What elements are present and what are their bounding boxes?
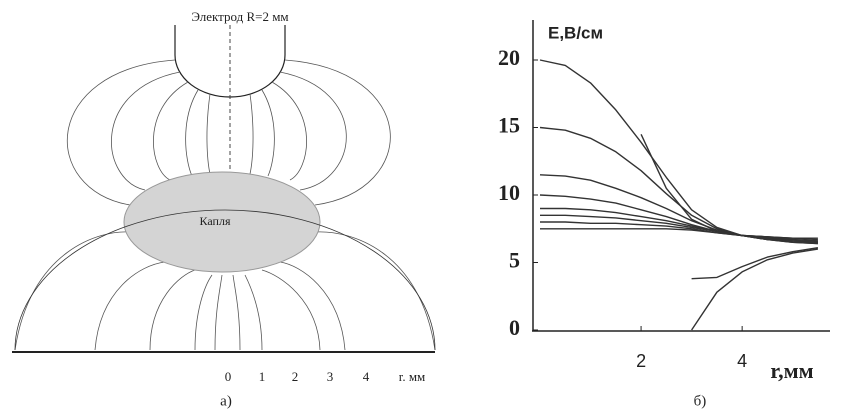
drop-label: Капля [200,214,231,228]
y-tick-label: 10 [498,180,520,205]
r-tick: 3 [327,369,334,384]
field-curve [540,195,818,242]
diagram-a: Электрод R=2 мм Капля 0 1 2 3 4 r. мм а) [12,9,435,409]
r-axis-label: r. мм [399,369,426,384]
x-tick-label: 2 [636,351,646,371]
y-tick-label: 15 [498,113,520,138]
caption: б) [694,393,707,409]
r-tick: 0 [225,369,232,384]
y-tick-label: 5 [509,248,520,273]
caption: а) [220,393,232,409]
r-tick: 1 [259,369,266,384]
y-tick-label: 0 [509,315,520,340]
field-curve [540,128,818,244]
x-tick-label: 4 [737,351,747,371]
field-curve [540,175,818,243]
y-tick-label: 20 [498,45,520,70]
y-axis-label: E,В/см [548,23,603,42]
field-curve [540,229,818,238]
x-axis-label: r,мм [770,358,813,383]
electrode-label: Электрод R=2 мм [191,9,288,24]
r-tick: 4 [363,369,370,384]
chart-b: E,В/см r,мм б) 0 5 10 15 20 2 4 [498,20,830,409]
figure: Электрод R=2 мм Капля 0 1 2 3 4 r. мм а)… [0,0,854,415]
r-tick: 2 [292,369,299,384]
